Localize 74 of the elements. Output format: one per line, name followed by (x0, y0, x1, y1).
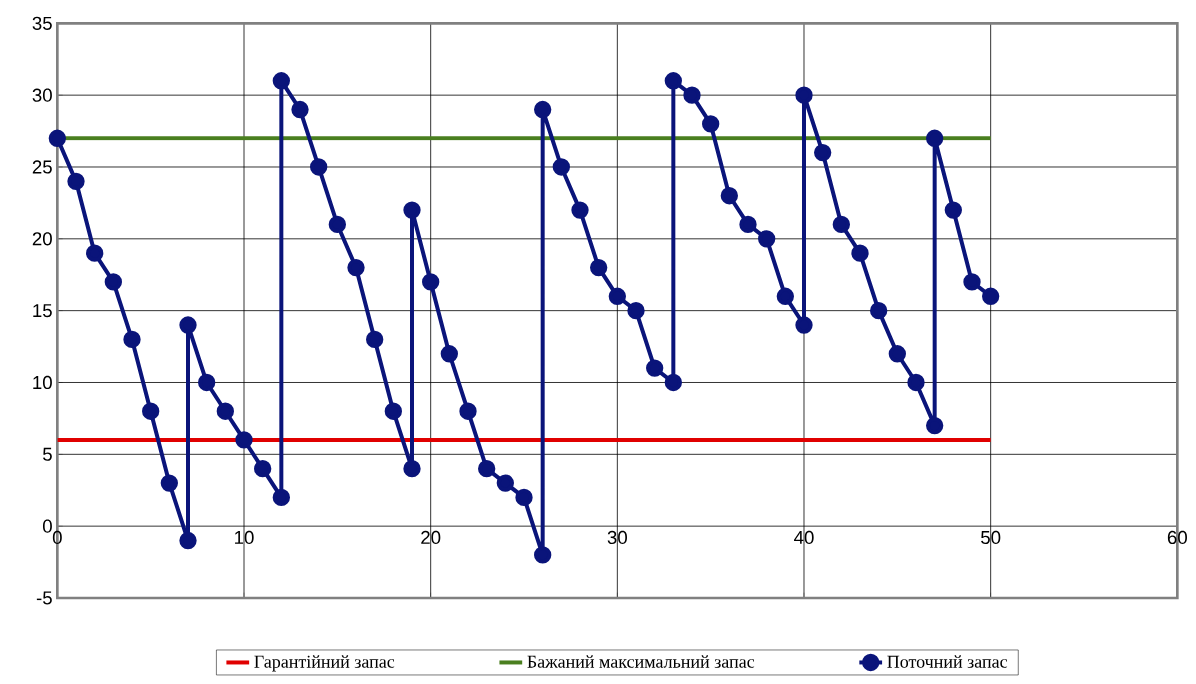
point (254, 460, 272, 478)
y-tick-label: 20 (32, 232, 52, 246)
point (291, 100, 309, 119)
point (720, 187, 738, 205)
point (179, 316, 197, 334)
point (142, 402, 160, 420)
y-tick-label: 10 (33, 375, 52, 390)
point (104, 273, 123, 291)
point (926, 129, 944, 147)
point (590, 258, 608, 277)
x-tick-label: 60 (1167, 530, 1187, 545)
y-tick-label: 0 (42, 519, 52, 533)
point (272, 488, 291, 507)
point (888, 345, 906, 363)
point (123, 330, 141, 349)
point (534, 546, 552, 564)
y-tick-label: 5 (43, 447, 52, 461)
point (272, 72, 291, 90)
point (702, 115, 720, 133)
point (459, 402, 477, 420)
point (384, 402, 403, 420)
point (944, 201, 962, 219)
point (310, 158, 328, 176)
y-tick-label: 35 (32, 16, 52, 30)
point (776, 287, 794, 305)
point (646, 359, 664, 377)
point (907, 373, 925, 392)
y-tick-label: 15 (33, 304, 52, 318)
point (496, 474, 514, 492)
point (664, 72, 682, 90)
point (814, 143, 832, 162)
point (926, 416, 944, 435)
point (86, 244, 104, 262)
point (235, 431, 253, 449)
point (795, 316, 813, 334)
point (739, 215, 757, 234)
point (478, 460, 496, 478)
x-tick-label: 0 (52, 530, 62, 545)
x-tick-label: 40 (794, 530, 814, 545)
point (982, 287, 1000, 305)
point (870, 301, 888, 320)
point (832, 215, 850, 234)
point (216, 402, 235, 420)
point (515, 488, 533, 507)
point (608, 287, 626, 305)
point (571, 201, 589, 219)
point (683, 86, 701, 104)
point (403, 460, 421, 478)
legend-label: Бажаний максимальний запас (527, 655, 755, 668)
point (664, 373, 682, 392)
point (534, 100, 552, 119)
point (552, 158, 570, 176)
point (422, 273, 440, 291)
point (758, 230, 776, 248)
y-tick-label: 25 (32, 160, 52, 174)
legend-label: Гарантійний запас (254, 655, 395, 672)
x-tick-label: 10 (235, 530, 254, 545)
point (403, 201, 421, 219)
legend-label: Поточний запас (887, 655, 1008, 668)
point (67, 172, 85, 191)
point (160, 474, 179, 492)
point (347, 258, 365, 277)
y-tick-label: 30 (32, 88, 52, 102)
point (366, 330, 384, 349)
point (795, 86, 813, 104)
point (627, 301, 645, 320)
point (48, 129, 67, 147)
point (963, 273, 981, 291)
point (198, 373, 216, 392)
point (851, 244, 869, 262)
point (179, 531, 197, 550)
point (328, 215, 347, 234)
y-tick-label: -5 (36, 591, 52, 605)
point (440, 345, 458, 363)
